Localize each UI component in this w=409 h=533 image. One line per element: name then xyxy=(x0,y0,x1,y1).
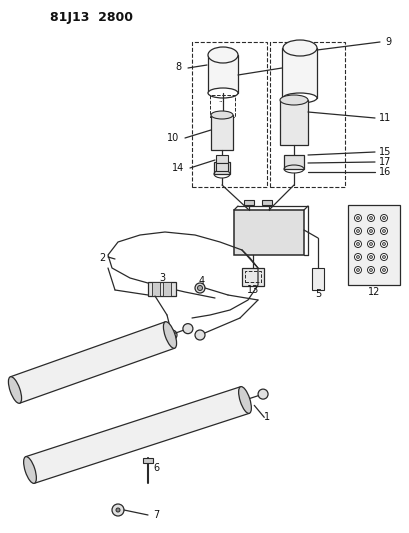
Text: 6: 6 xyxy=(153,463,159,473)
Text: 7: 7 xyxy=(153,510,159,520)
Ellipse shape xyxy=(24,457,36,483)
Circle shape xyxy=(355,240,362,247)
Circle shape xyxy=(116,508,120,512)
Text: 17: 17 xyxy=(379,157,391,167)
Text: 5: 5 xyxy=(315,289,321,299)
Circle shape xyxy=(355,266,362,273)
Circle shape xyxy=(369,255,373,259)
Circle shape xyxy=(368,240,375,247)
Circle shape xyxy=(195,283,205,293)
Circle shape xyxy=(369,230,373,232)
Bar xyxy=(192,42,267,187)
Circle shape xyxy=(357,243,360,246)
Circle shape xyxy=(380,240,387,247)
Bar xyxy=(210,95,235,117)
Circle shape xyxy=(380,214,387,222)
Ellipse shape xyxy=(208,47,238,63)
Bar xyxy=(143,458,153,463)
Circle shape xyxy=(368,254,375,261)
Circle shape xyxy=(258,389,268,399)
Text: 4: 4 xyxy=(199,276,205,286)
Text: 12: 12 xyxy=(368,287,380,297)
Bar xyxy=(280,100,308,145)
Circle shape xyxy=(357,269,360,271)
Bar xyxy=(242,268,264,286)
Bar xyxy=(262,200,272,205)
Circle shape xyxy=(198,286,202,290)
Circle shape xyxy=(369,216,373,220)
Bar xyxy=(216,163,228,171)
Text: 9: 9 xyxy=(385,37,391,47)
Bar xyxy=(216,155,228,163)
Text: 11: 11 xyxy=(379,113,391,123)
Bar xyxy=(270,42,345,187)
Bar xyxy=(282,48,317,98)
Text: 8: 8 xyxy=(176,62,182,72)
Text: ...: ... xyxy=(219,97,225,103)
Circle shape xyxy=(355,228,362,235)
Circle shape xyxy=(357,255,360,259)
Circle shape xyxy=(368,266,375,273)
Text: 2: 2 xyxy=(99,253,105,263)
Circle shape xyxy=(112,504,124,516)
Bar xyxy=(234,210,304,255)
Ellipse shape xyxy=(9,377,22,403)
Ellipse shape xyxy=(211,111,233,119)
Circle shape xyxy=(355,214,362,222)
Circle shape xyxy=(382,255,386,259)
Circle shape xyxy=(369,269,373,271)
Bar xyxy=(214,162,230,174)
Text: 16: 16 xyxy=(379,167,391,177)
Circle shape xyxy=(368,214,375,222)
Text: 15: 15 xyxy=(379,147,391,157)
Circle shape xyxy=(382,230,386,232)
Bar xyxy=(284,155,304,169)
Bar xyxy=(208,55,238,93)
Circle shape xyxy=(167,330,177,340)
Text: 14: 14 xyxy=(172,163,184,173)
Text: 3: 3 xyxy=(159,273,165,283)
Circle shape xyxy=(380,254,387,261)
Ellipse shape xyxy=(238,386,252,414)
Circle shape xyxy=(183,324,193,334)
Ellipse shape xyxy=(283,40,317,56)
Bar xyxy=(163,282,171,296)
Ellipse shape xyxy=(208,88,238,98)
Bar xyxy=(244,200,254,205)
Bar xyxy=(348,205,400,285)
Ellipse shape xyxy=(164,322,177,348)
Text: 1: 1 xyxy=(264,413,270,422)
Circle shape xyxy=(357,216,360,220)
Bar xyxy=(245,271,261,282)
Circle shape xyxy=(382,243,386,246)
Circle shape xyxy=(195,330,205,340)
Ellipse shape xyxy=(283,93,317,103)
Polygon shape xyxy=(26,386,249,483)
Bar xyxy=(152,282,160,296)
Circle shape xyxy=(369,243,373,246)
Polygon shape xyxy=(10,322,175,403)
Circle shape xyxy=(357,230,360,232)
Bar xyxy=(312,268,324,290)
Text: 13: 13 xyxy=(247,285,259,295)
Circle shape xyxy=(355,254,362,261)
Text: 10: 10 xyxy=(167,133,179,143)
Circle shape xyxy=(382,269,386,271)
Text: 81J13  2800: 81J13 2800 xyxy=(50,11,133,23)
Bar xyxy=(148,282,176,296)
Circle shape xyxy=(380,266,387,273)
Circle shape xyxy=(368,228,375,235)
Bar xyxy=(211,115,233,150)
Circle shape xyxy=(380,228,387,235)
Ellipse shape xyxy=(280,95,308,105)
Circle shape xyxy=(382,216,386,220)
